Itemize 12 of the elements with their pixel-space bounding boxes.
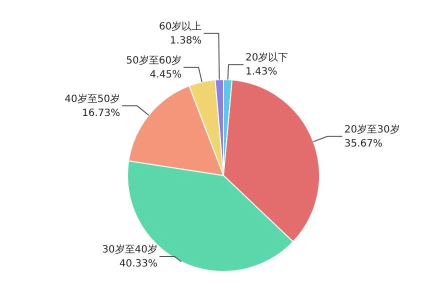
data-label: 1.43% bbox=[245, 66, 278, 78]
slice-label: 20岁以下 bbox=[245, 52, 288, 64]
data-label: 4.45% bbox=[150, 69, 182, 80]
slice-label: 40岁至50岁 bbox=[64, 92, 120, 105]
slice-label: 20岁至30岁 bbox=[344, 123, 400, 136]
data-label: 35.67% bbox=[344, 138, 383, 150]
data-label: 40.33% bbox=[119, 258, 158, 270]
slice-label: 30岁至40岁 bbox=[102, 244, 158, 256]
data-label: 16.73% bbox=[82, 108, 120, 119]
slice-label: 60岁以上 bbox=[158, 20, 202, 32]
slice-label: 50岁至60岁 bbox=[126, 54, 182, 66]
data-label: 1.38% bbox=[170, 35, 202, 46]
